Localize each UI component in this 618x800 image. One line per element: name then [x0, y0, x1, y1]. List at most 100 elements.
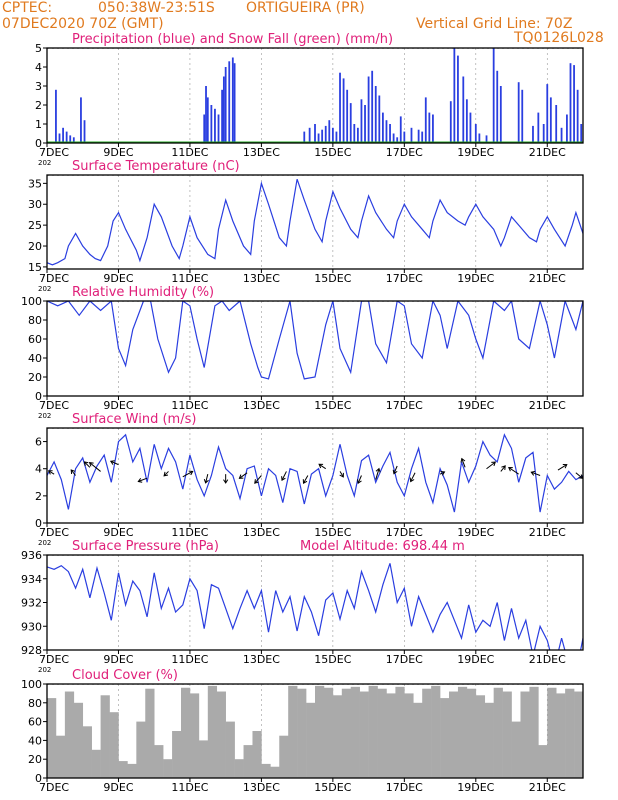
temp-year-label: 202: [38, 285, 51, 293]
wind-vector: [303, 475, 309, 484]
cloud-bar: [395, 686, 405, 778]
rh-xtick-label: 13DEC: [243, 399, 280, 412]
precip-bar: [517, 82, 520, 143]
rh-xtick-label: 15DEC: [314, 399, 351, 412]
wind-ytick-label: 0: [35, 517, 42, 530]
cloud-bar: [181, 687, 191, 778]
pressure-xtick-label: 21DEC: [529, 653, 566, 666]
cloud-bar: [207, 685, 218, 778]
precip-bar: [328, 120, 331, 143]
cloud-bar: [109, 712, 119, 778]
cloud-bar: [47, 698, 57, 778]
precip-title: Precipitation (blue) and Snow Fall (gree…: [72, 32, 393, 47]
temp-xtick-label: 17DEC: [386, 272, 423, 285]
precip-bar: [378, 95, 381, 143]
cloud-bar: [332, 695, 343, 778]
cloud-bar: [502, 691, 512, 778]
precip-bar: [80, 97, 82, 143]
wind-vector-head: [530, 470, 536, 476]
precip-bar: [62, 127, 64, 143]
wind-vector: [339, 471, 344, 478]
wind-year-label: 202: [38, 539, 51, 547]
cloud-bar: [511, 721, 521, 778]
precip-bar: [356, 127, 359, 143]
rh-ytick-label: 60: [28, 333, 42, 346]
wind-vector: [84, 461, 91, 468]
wind-vector: [531, 471, 541, 476]
precip-bar: [462, 76, 465, 143]
precip-frame: [46, 47, 584, 144]
precip-bar: [349, 103, 352, 143]
cloud-bar: [547, 687, 557, 778]
pressure-line: [47, 563, 583, 650]
wind-vector-head: [137, 477, 143, 483]
wind-vector: [461, 458, 466, 468]
cloud-bar: [520, 691, 530, 778]
cloud-bar: [297, 688, 307, 778]
cloud-bar: [136, 721, 146, 778]
precip-bar: [65, 131, 68, 143]
pressure-panel: 928 930 932 934 936 7DEC 9DEC 11DEC 13DEC 15DEC 17…: [21, 539, 584, 674]
wind-vector: [70, 469, 76, 476]
cloud-bar: [100, 695, 110, 778]
precip-bar: [474, 124, 477, 143]
precip-bar: [457, 55, 459, 143]
wind-vector-head: [83, 461, 89, 466]
pressure-xtick-label: 7DEC: [39, 653, 69, 666]
wind-vector-head: [460, 457, 466, 463]
precip-bar: [396, 137, 399, 143]
wind-xtick-label: 13DEC: [243, 526, 280, 539]
wind-vector: [110, 460, 119, 466]
precip-bar: [231, 57, 234, 143]
wind-title: Surface Wind (m/s): [72, 412, 196, 427]
cloud-bar: [198, 740, 209, 778]
cloud-ytick-label: 20: [28, 753, 42, 766]
wind-vector-head: [163, 471, 169, 477]
precip-ytick-label: 1: [35, 118, 42, 131]
cloud-bar: [556, 693, 566, 778]
wind-vector-head: [188, 470, 194, 476]
cloud-bar: [484, 702, 494, 778]
wind-xtick-label: 7DEC: [39, 526, 69, 539]
pressure-xtick-label: 9DEC: [103, 653, 133, 666]
temp-ytick-label: 30: [28, 198, 42, 211]
rh-title: Relative Humidity (%): [72, 285, 214, 300]
precip-bar: [496, 70, 499, 143]
rh-xtick-label: 17DEC: [386, 399, 423, 412]
cloud-panel: 0 20 40 60 80 100 7DEC 9DEC 11DEC 13DEC 15DEC 17DEC…: [21, 668, 584, 794]
cloud-bar: [449, 691, 459, 778]
cloud-bar: [306, 702, 316, 778]
precip-bar: [421, 131, 424, 143]
precip-ytick-label: 4: [35, 61, 42, 74]
cloud-ytick-label: 80: [28, 697, 42, 710]
wind-vector: [239, 472, 248, 479]
rh-data: [47, 301, 583, 380]
precip-xtick-label: 15DEC: [314, 146, 351, 159]
temp-xtick-label: 9DEC: [103, 272, 133, 285]
precip-bar: [385, 120, 388, 143]
pressure-xtick-label: 13DEC: [243, 653, 280, 666]
header-location: ORTIGUEIRA (PR): [246, 0, 365, 16]
wind-frame: [46, 427, 584, 524]
pressure-xtick-label: 17DEC: [386, 653, 423, 666]
precip-bar: [364, 105, 366, 143]
header-grid-note: Vertical Grid Line: 70Z: [416, 16, 573, 32]
cloud-ytick-label: 100: [21, 678, 42, 691]
wind-ytick-label: 4: [35, 463, 42, 476]
wind-vector: [318, 463, 326, 470]
cloud-bar: [154, 745, 164, 778]
precip-xtick-label: 21DEC: [529, 146, 566, 159]
wind-xtick-label: 11DEC: [171, 526, 208, 539]
rh-ytick-label: 40: [28, 352, 42, 365]
wind-vector: [182, 470, 193, 478]
temp-line: [47, 179, 583, 266]
precip-bar: [453, 48, 456, 143]
wind-line: [47, 433, 583, 513]
wind-vector-head: [47, 470, 53, 475]
wind-vector: [138, 477, 148, 482]
precip-bar: [469, 112, 472, 143]
precip-bar: [321, 129, 324, 143]
wind-vector-head: [375, 467, 381, 473]
wind-vector-head: [318, 463, 324, 469]
header-source: CPTEC:: [2, 0, 53, 16]
